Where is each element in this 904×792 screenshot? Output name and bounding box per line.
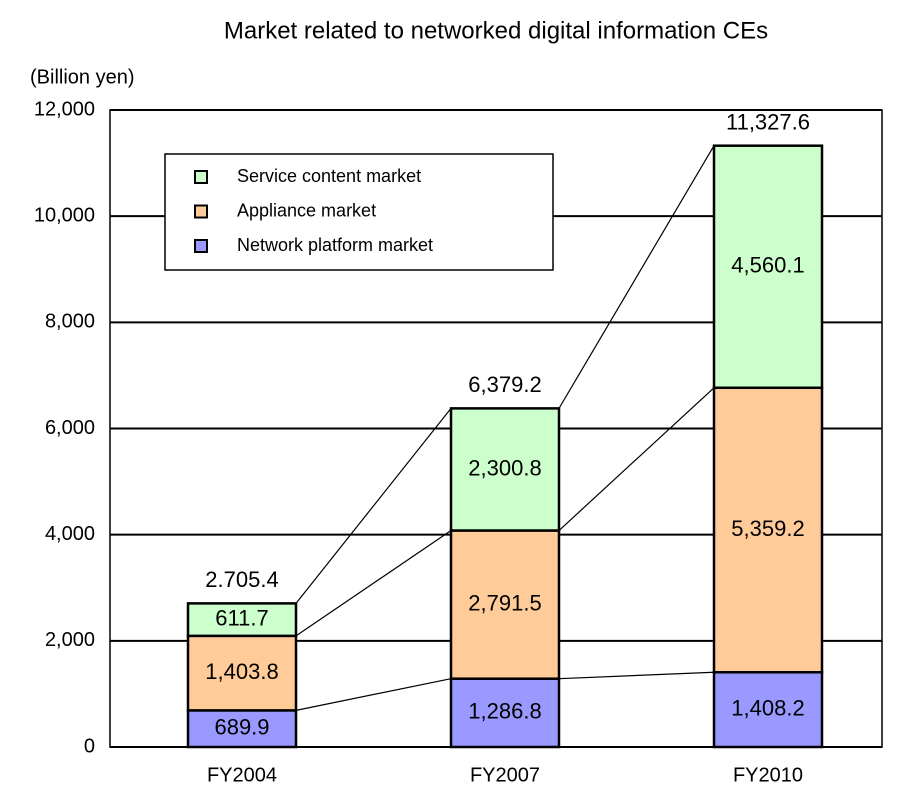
total-label: 6,379.2 <box>468 372 541 397</box>
total-label: 11,327.6 <box>726 110 810 135</box>
legend-label: Service content market <box>237 166 421 186</box>
connector-line <box>295 530 452 637</box>
bar-segment <box>186 602 298 638</box>
value-label: 5,359.2 <box>731 516 804 541</box>
legend-label: Appliance market <box>237 200 376 220</box>
y-tick-label: 12,000 <box>34 98 95 120</box>
y-tick-label: 0 <box>84 735 95 757</box>
bar-segment <box>449 529 561 680</box>
value-label: 1,286.8 <box>468 699 541 724</box>
connector-line <box>558 671 715 680</box>
bar-segment <box>186 634 298 712</box>
value-label: 611.7 <box>215 605 268 630</box>
value-label: 1,408.2 <box>731 695 804 720</box>
bar-segment <box>712 670 824 749</box>
bar-segment <box>449 407 561 532</box>
y-tick-label: 6,000 <box>45 417 95 439</box>
x-tick-label: FY2010 <box>733 764 803 786</box>
y-axis-label: (Billion yen) <box>30 66 134 88</box>
value-label: 4,560.1 <box>731 253 804 278</box>
connector-line <box>295 408 452 604</box>
connector-line <box>558 145 715 409</box>
value-label: 1,403.8 <box>205 659 278 684</box>
connector-line <box>558 387 715 531</box>
legend-swatch <box>194 204 208 219</box>
y-tick-label: 2,000 <box>45 629 95 651</box>
value-label: 2,300.8 <box>468 455 541 480</box>
chart-title: Market related to networked digital info… <box>224 17 768 44</box>
y-tick-label: 10,000 <box>34 204 95 226</box>
bar-segment <box>712 144 824 390</box>
legend-swatch <box>194 239 208 253</box>
legend-swatch <box>194 170 208 184</box>
total-label: 2.705.4 <box>205 567 278 592</box>
legend-box <box>164 153 554 271</box>
x-tick-label: FY2004 <box>207 764 277 786</box>
legend-label: Network platform market <box>237 235 433 255</box>
value-label: 689.9 <box>214 715 269 740</box>
x-tick-label: FY2007 <box>470 764 540 786</box>
y-tick-label: 8,000 <box>45 311 95 333</box>
connector-line <box>295 678 452 711</box>
y-tick-label: 4,000 <box>45 523 95 545</box>
value-label: 2,791.5 <box>468 590 541 615</box>
